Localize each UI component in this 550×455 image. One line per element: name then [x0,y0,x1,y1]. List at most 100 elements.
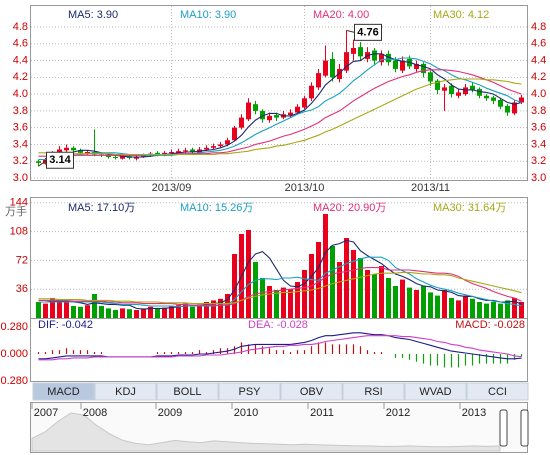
candle-body [379,53,384,63]
tab-label: OBV [300,386,324,398]
candle-body [309,85,314,99]
tab[interactable] [218,382,281,401]
navigator-year: 2008 [83,407,107,419]
volume-bar [428,292,433,318]
volume-bar [183,303,188,318]
volume-bar [78,306,83,318]
tab[interactable] [342,382,405,401]
navigator-handle[interactable] [499,409,508,447]
y-tick-label: 3.2 [13,155,28,167]
candle-body [71,147,76,151]
y-tick-label-right: 4.0 [531,88,546,100]
volume-bar [190,306,195,318]
volume-bar [295,282,300,318]
volume-bar [113,310,118,318]
volume-bar [218,298,223,318]
annotation-leader [346,29,355,33]
candle-body [449,85,454,95]
candle-body [351,47,356,54]
navigator-year: 2007 [34,407,58,419]
y-tick-label: 3.8 [13,105,28,117]
volume-bar [246,230,251,318]
tab-label: CCI [488,386,507,398]
volume-ma-line [38,256,522,308]
y-tick-label-right: 4.8 [531,21,546,33]
candle-body [211,146,216,148]
legend-entry: MA20: 4.00 [313,9,369,21]
volume-bar [274,290,279,318]
candle-body [246,102,251,120]
candle-body [183,150,188,152]
tab[interactable] [404,382,467,401]
candle-body [358,47,363,57]
candle-body [386,53,391,63]
candle-body [470,85,475,90]
volume-bar [162,307,167,318]
volume-bar [211,300,216,318]
candle-body [78,150,83,153]
tab[interactable] [280,382,343,401]
candle-body [190,149,195,152]
candle-body [414,63,419,69]
y-tick-label-right: 3.2 [531,155,546,167]
volume-bar [50,298,55,318]
candle-body [218,144,223,147]
candle-body [134,157,139,159]
y-tick-label: 72 [16,254,28,266]
volume-bar [414,290,419,318]
volume-bar [477,302,482,318]
candle-body [120,156,125,159]
annotation-box [46,151,74,169]
y-tick-label: 144 [10,197,28,209]
navigator-handle[interactable] [520,409,529,447]
legend-entry: MA20: 20.90万 [313,202,386,214]
navigator-area [31,412,501,452]
tab[interactable] [156,382,219,401]
legend-entry: MA5: 17.10万 [68,202,135,214]
candle-body [225,140,230,145]
volume-bar [155,308,160,318]
volume-bar [400,279,405,318]
y-tick-label: -0.280 [0,375,28,387]
candle-body [302,98,307,108]
volume-ma-line [38,267,522,306]
candle-body [491,97,496,101]
candle-body [113,157,118,159]
volume-bar [372,274,377,318]
volume-bar [491,302,496,318]
volume-bar [36,302,41,318]
volume-bar [344,238,349,318]
legend-entry: MA30: 31.64万 [433,202,506,214]
volume-ma-line [38,271,522,305]
tab-label: WVAD [419,386,451,398]
tab[interactable] [94,382,157,401]
volume-bar [267,286,272,318]
tab[interactable] [466,382,529,401]
annotation: 3.14 [49,154,71,166]
tab[interactable] [32,382,95,401]
candle-body [253,104,258,111]
candle-body [260,110,265,120]
candle-body [505,105,510,113]
navigator-year: 2010 [234,407,258,419]
volume-bar [120,308,125,318]
volume-bar [365,270,370,318]
candle-body [456,92,461,96]
volume-bar [43,303,48,318]
y-tick-label-right: 3.8 [531,105,546,117]
volume-bar [393,286,398,318]
marks: 3.0 3.0 3.2 3.2 3.4 3.4 3.6 3.6 3.8 3.8 4.0 4.0 4.2 4… [0,6,546,452]
volume-bar [456,300,461,318]
candle-body [239,117,244,128]
navigator-year: 2012 [386,407,410,419]
navigator-year: 2009 [158,407,182,419]
volume-bar [442,290,447,318]
candle-body [330,58,335,78]
legend-entry: MA5: 3.90 [68,9,118,21]
volume-ma-line [38,239,522,310]
y-tick-label: 0.000 [0,348,28,360]
volume-bar [148,306,153,318]
volume-bar [498,303,503,318]
tab-label: PSY [238,386,261,398]
